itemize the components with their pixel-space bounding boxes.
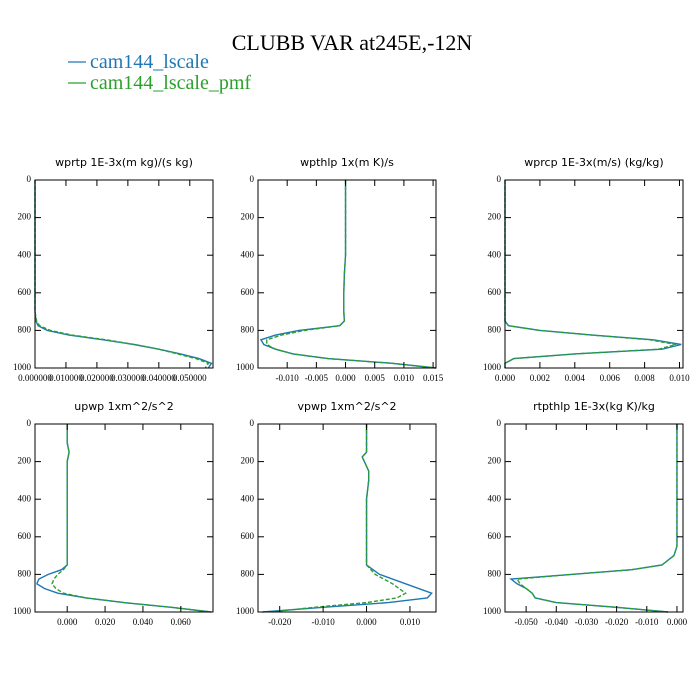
- profile-line: [509, 424, 678, 613]
- y-tick-label: 800: [241, 324, 255, 334]
- x-tick-label: -0.005: [305, 373, 329, 383]
- x-tick-label: 0.020000: [80, 373, 114, 383]
- y-tick-label: 400: [241, 493, 255, 503]
- x-tick-label: -0.010: [311, 617, 335, 627]
- panel-title: wpthlp 1x(m K)/s: [300, 156, 394, 169]
- x-tick-label: 0.010: [400, 617, 421, 627]
- y-tick-label: 200: [18, 456, 32, 466]
- y-tick-label: 400: [488, 493, 502, 503]
- plot-frame: [34, 423, 214, 613]
- profile-line: [504, 180, 677, 368]
- y-tick-label: 0: [250, 174, 255, 184]
- x-tick-label: 0.004: [565, 373, 586, 383]
- y-tick-label: 200: [241, 212, 255, 222]
- legend-label: cam144_lscale: [90, 51, 209, 73]
- profile-line: [270, 424, 407, 613]
- x-tick-label: -0.010: [635, 617, 659, 627]
- y-tick-label: 200: [488, 212, 502, 222]
- y-tick-label: 600: [241, 287, 255, 297]
- y-tick-label: 200: [18, 212, 32, 222]
- y-tick-label: 0: [250, 418, 255, 428]
- y-tick-label: 1000: [236, 362, 255, 372]
- x-tick-label: -0.020: [268, 617, 292, 627]
- panel-title: vpwp 1xm^2/s^2: [297, 400, 396, 413]
- x-tick-label: 0.060: [171, 617, 192, 627]
- x-tick-label: 0.006: [600, 373, 621, 383]
- x-tick-label: 0.040000: [142, 373, 176, 383]
- profile-line: [34, 180, 210, 369]
- x-tick-label: 0.010: [669, 373, 690, 383]
- panel-title: upwp 1xm^2/s^2: [74, 400, 174, 413]
- x-tick-label: -0.020: [605, 617, 629, 627]
- y-tick-label: 0: [497, 418, 502, 428]
- x-tick-label: 0.005: [365, 373, 386, 383]
- plot-frame: [257, 423, 437, 613]
- profile-line: [36, 424, 212, 613]
- x-tick-label: 0.008: [634, 373, 655, 383]
- y-tick-label: 1000: [13, 606, 32, 616]
- y-tick-label: 800: [488, 568, 502, 578]
- y-tick-label: 600: [488, 531, 502, 541]
- y-tick-label: 600: [241, 531, 255, 541]
- plot-frame: [34, 179, 214, 369]
- plot-frame: [257, 179, 437, 369]
- profile-line: [34, 180, 213, 369]
- x-tick-label: -0.030: [575, 617, 599, 627]
- x-tick-label: 0.000: [356, 617, 377, 627]
- y-tick-label: 0: [27, 418, 32, 428]
- profile-line: [266, 180, 437, 369]
- plot-frame: [504, 423, 684, 613]
- x-tick-label: 0.050000: [173, 373, 207, 383]
- y-tick-label: 1000: [483, 362, 502, 372]
- y-tick-label: 0: [27, 174, 32, 184]
- y-tick-label: 400: [241, 249, 255, 259]
- y-tick-label: 200: [488, 456, 502, 466]
- y-tick-label: 1000: [483, 606, 502, 616]
- profile-line: [51, 424, 212, 613]
- panel-title: wprcp 1E-3x(m/s) (kg/kg): [524, 156, 663, 169]
- x-tick-label: -0.010: [276, 373, 300, 383]
- y-tick-label: 800: [18, 324, 32, 334]
- x-tick-label: -0.050: [514, 617, 538, 627]
- x-tick-label: 0.030000: [111, 373, 145, 383]
- page-title: CLUBB VAR at245E,-12N: [232, 30, 473, 55]
- x-tick-label: 0.000: [57, 617, 78, 627]
- x-tick-label: 0.010: [394, 373, 415, 383]
- legend-label: cam144_lscale_pmf: [90, 72, 251, 94]
- x-tick-label: 0.040: [133, 617, 154, 627]
- y-tick-label: 600: [18, 531, 32, 541]
- x-tick-label: 0.000000: [18, 373, 52, 383]
- y-tick-label: 800: [488, 324, 502, 334]
- profile-line: [504, 180, 682, 368]
- x-tick-label: 0.000: [495, 373, 516, 383]
- x-tick-label: 0.002: [530, 373, 550, 383]
- y-tick-label: 400: [18, 493, 32, 503]
- x-tick-label: -0.040: [545, 617, 569, 627]
- y-tick-label: 200: [241, 456, 255, 466]
- y-tick-label: 600: [488, 287, 502, 297]
- profile-line: [262, 424, 433, 613]
- y-tick-label: 400: [18, 249, 32, 259]
- x-tick-label: 0.015: [423, 373, 444, 383]
- profile-line: [515, 424, 678, 613]
- x-tick-label: 0.010000: [49, 373, 83, 383]
- y-tick-label: 1000: [236, 606, 255, 616]
- y-tick-label: 800: [241, 568, 255, 578]
- y-tick-label: 1000: [13, 362, 32, 372]
- y-tick-label: 0: [497, 174, 502, 184]
- profile-line: [259, 180, 437, 369]
- panel-title: wprtp 1E-3x(m kg)/(s kg): [55, 156, 193, 169]
- y-tick-label: 800: [18, 568, 32, 578]
- x-tick-label: 0.000: [335, 373, 356, 383]
- plot-frame: [504, 179, 684, 369]
- y-tick-label: 400: [488, 249, 502, 259]
- panel-title: rtpthlp 1E-3x(kg K)/kg: [533, 400, 655, 413]
- y-tick-label: 600: [18, 287, 32, 297]
- x-tick-label: 0.000: [667, 617, 688, 627]
- x-tick-label: 0.020: [95, 617, 116, 627]
